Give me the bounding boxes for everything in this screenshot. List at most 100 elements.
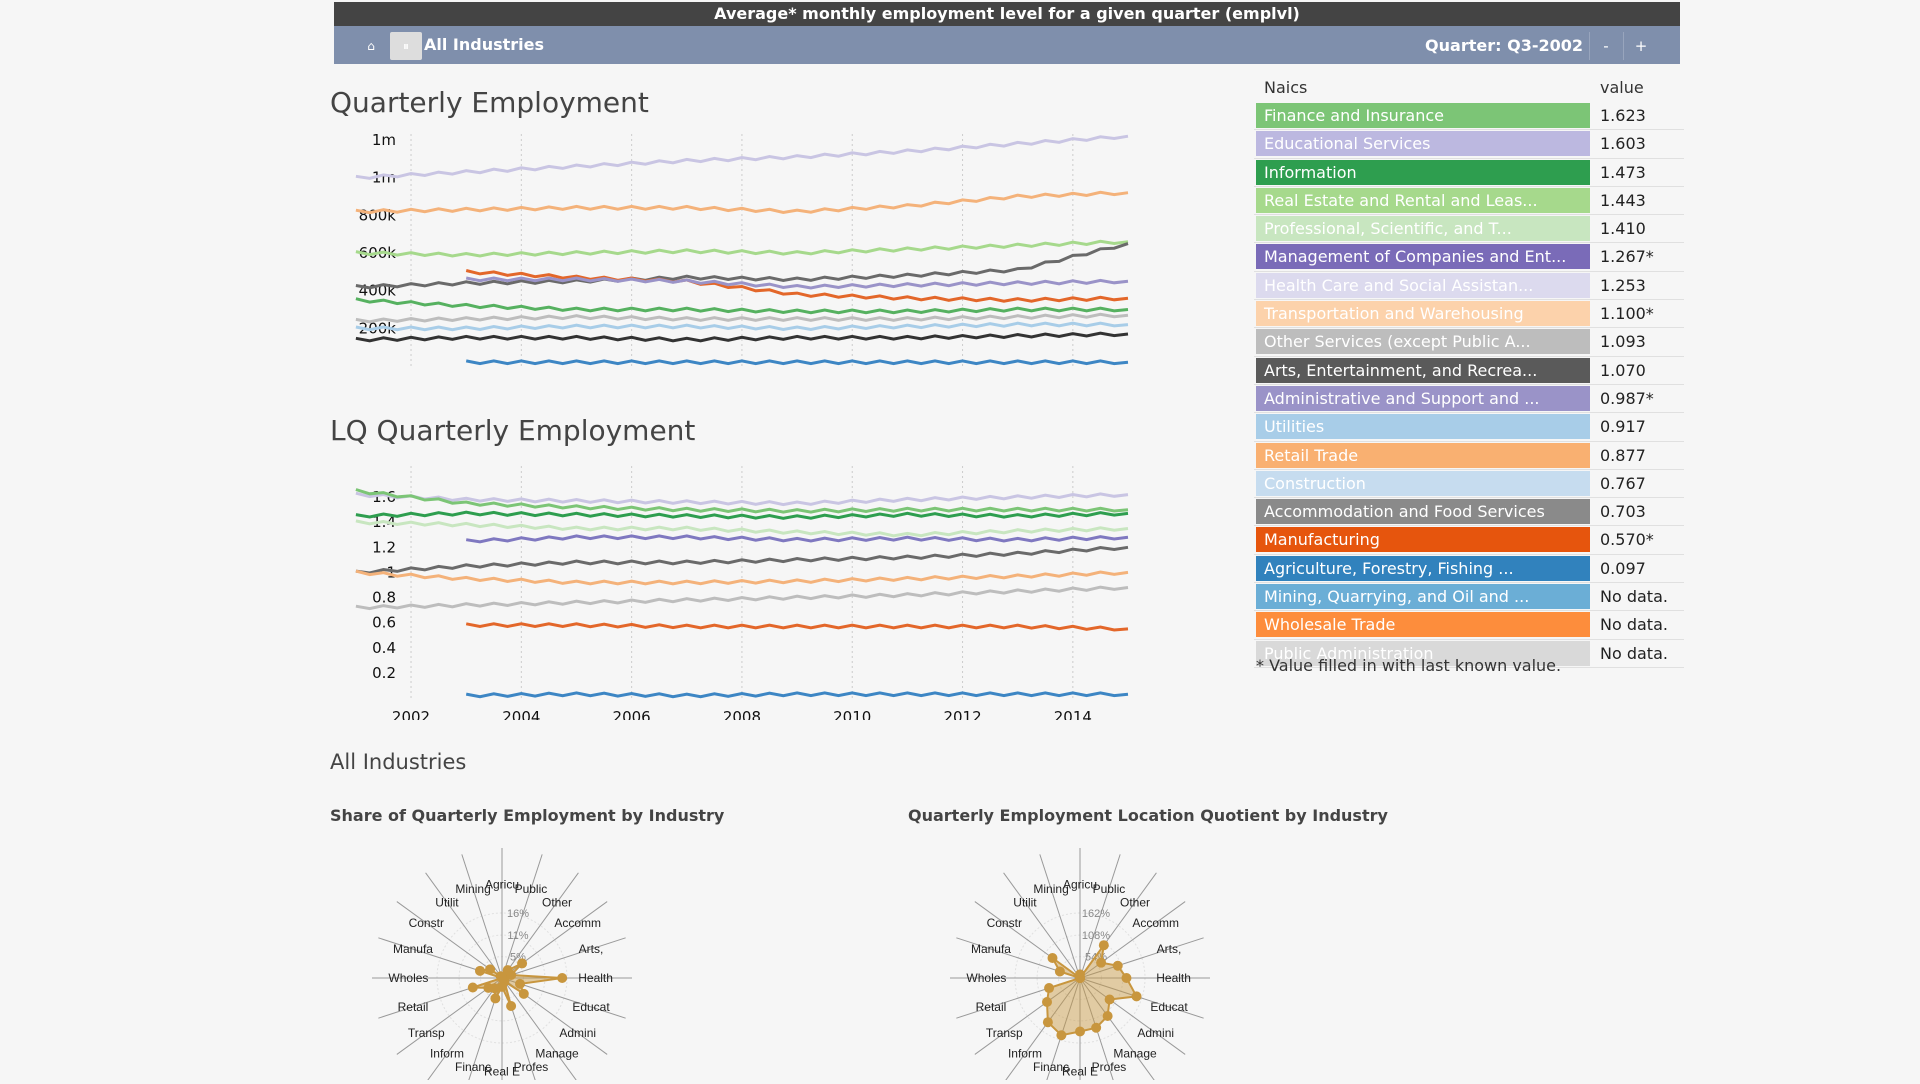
series-line[interactable] (355, 545, 1129, 575)
pause-icon[interactable]: ⏸ (390, 32, 422, 60)
radar-point[interactable] (518, 988, 529, 999)
industry-name[interactable]: Wholesale Trade (1256, 612, 1590, 638)
table-row[interactable]: Health Care and Social Assistan... 1.253 (1254, 272, 1684, 301)
industry-value: 1.603 (1600, 134, 1646, 154)
table-row[interactable]: Other Services (except Public A... 1.093 (1254, 328, 1684, 357)
industry-name[interactable]: Professional, Scientific, and T... (1256, 216, 1590, 242)
series-line[interactable] (355, 585, 1129, 611)
radar-point[interactable] (1104, 994, 1115, 1005)
industry-name[interactable]: Public Administration (1256, 640, 1590, 666)
industry-name[interactable]: Educational Services (1256, 131, 1590, 157)
radar-point[interactable] (506, 1001, 517, 1012)
table-row[interactable]: Construction 0.767 (1254, 470, 1684, 499)
radar-point[interactable] (1112, 960, 1123, 971)
industry-name[interactable]: Mining, Quarrying, and Oil and ... (1256, 584, 1590, 610)
radar-point[interactable] (1075, 973, 1085, 983)
series-line[interactable] (355, 239, 1129, 258)
table-row[interactable]: Agriculture, Forestry, Fishing ... 0.097 (1254, 555, 1684, 584)
table-row[interactable]: Wholesale Trade No data. (1254, 611, 1684, 640)
table-row[interactable]: Management of Companies and Ent... 1.267* (1254, 243, 1684, 272)
radar-point[interactable] (1075, 1026, 1085, 1037)
industry-name[interactable]: Construction (1256, 470, 1590, 496)
industry-name[interactable]: Retail Trade (1256, 442, 1590, 468)
radar-point[interactable] (1044, 983, 1055, 994)
series-line[interactable] (465, 276, 1129, 290)
radar-point[interactable] (1091, 1022, 1102, 1033)
radar-axis-label: Utilit (435, 895, 459, 909)
industry-name[interactable]: Management of Companies and Ent... (1256, 244, 1590, 270)
radar-point[interactable] (517, 958, 528, 969)
table-row[interactable]: Real Estate and Rental and Leas... 1.443 (1254, 187, 1684, 216)
radar-point[interactable] (515, 978, 526, 989)
industry-name[interactable]: Utilities (1256, 414, 1590, 440)
radar-point[interactable] (497, 973, 507, 983)
series-line[interactable] (465, 622, 1129, 632)
radar-point[interactable] (1096, 957, 1107, 968)
series-line[interactable] (355, 312, 1129, 324)
radar-point[interactable] (1131, 991, 1142, 1002)
radar-point[interactable] (485, 964, 496, 975)
series-line[interactable] (465, 534, 1129, 544)
table-row[interactable]: Administrative and Support and ... 0.987* (1254, 385, 1684, 414)
series-line[interactable] (355, 519, 1129, 538)
radar-point[interactable] (1047, 953, 1058, 964)
radar-point[interactable] (1121, 973, 1132, 983)
industry-name[interactable]: Transportation and Warehousing (1256, 301, 1590, 327)
table-row[interactable]: Transportation and Warehousing 1.100* (1254, 300, 1684, 329)
series-line[interactable] (355, 510, 1129, 520)
series-line[interactable] (355, 321, 1129, 332)
table-row[interactable]: Accommodation and Food Services 0.703 (1254, 498, 1684, 527)
table-row[interactable]: Public Administration No data. (1254, 640, 1684, 668)
radar-point[interactable] (1042, 1017, 1053, 1028)
series-line[interactable] (355, 488, 1129, 514)
table-row[interactable]: Arts, Entertainment, and Recrea... 1.070 (1254, 357, 1684, 385)
series-line[interactable] (465, 269, 1129, 303)
radar-point[interactable] (1102, 1011, 1113, 1022)
radar-point[interactable] (1041, 996, 1052, 1007)
industry-name[interactable]: Accommodation and Food Services (1256, 499, 1590, 525)
series-line[interactable] (355, 190, 1129, 215)
table-row[interactable]: Finance and Insurance 1.623 (1254, 102, 1684, 131)
series-line[interactable] (355, 297, 1129, 315)
table-row[interactable]: Retail Trade 0.877 (1254, 442, 1684, 470)
radar-point[interactable] (1054, 966, 1065, 977)
breadcrumb[interactable]: All Industries (424, 35, 545, 54)
industry-name[interactable]: Administrative and Support and ... (1256, 385, 1590, 411)
radar-point[interactable] (557, 973, 568, 983)
series-line[interactable] (355, 569, 1129, 586)
industry-name[interactable]: Arts, Entertainment, and Recrea... (1256, 357, 1590, 383)
table-row[interactable]: Mining, Quarrying, and Oil and ... No dat… (1254, 583, 1684, 612)
series-line[interactable] (355, 331, 1129, 343)
industry-name[interactable]: Health Care and Social Assistan... (1256, 272, 1590, 298)
home-icon[interactable]: ⌂ (367, 39, 375, 53)
table-row[interactable]: Utilities 0.917 (1254, 413, 1684, 442)
quarter-next-button[interactable]: + (1634, 37, 1648, 55)
industry-name[interactable]: Finance and Insurance (1256, 103, 1590, 128)
radar-point[interactable] (467, 982, 478, 993)
radar-point[interactable] (1098, 940, 1109, 951)
series-line[interactable] (465, 691, 1129, 699)
industry-name[interactable]: Real Estate and Rental and Leas... (1256, 187, 1590, 213)
table-row[interactable]: Professional, Scientific, and T... 1.410 (1254, 215, 1684, 244)
column-header-naics[interactable]: Naics (1264, 78, 1308, 97)
series-line[interactable] (355, 134, 1129, 180)
radar-point[interactable] (483, 982, 494, 993)
table-row[interactable]: Information 1.473 (1254, 159, 1684, 187)
series-line[interactable] (355, 242, 1129, 290)
quarter-prev-button[interactable]: - (1589, 32, 1624, 60)
radar-axis-label: Manufa (393, 942, 433, 956)
table-row[interactable]: Manufacturing 0.570* (1254, 526, 1684, 555)
table-row[interactable]: Educational Services 1.603 (1254, 130, 1684, 159)
column-header-value[interactable]: value (1600, 78, 1644, 97)
radar-point[interactable] (506, 970, 517, 981)
series-line[interactable] (465, 359, 1129, 366)
radar-point[interactable] (474, 965, 485, 976)
radar-point[interactable] (490, 993, 501, 1004)
radar-point[interactable] (1056, 1030, 1067, 1041)
industry-name[interactable]: Other Services (except Public A... (1256, 329, 1590, 355)
industry-name[interactable]: Agriculture, Forestry, Fishing ... (1256, 555, 1590, 581)
radar-point[interactable] (497, 981, 507, 992)
industry-name[interactable]: Information (1256, 159, 1590, 185)
series-line[interactable] (355, 491, 1129, 507)
industry-name[interactable]: Manufacturing (1256, 527, 1590, 553)
